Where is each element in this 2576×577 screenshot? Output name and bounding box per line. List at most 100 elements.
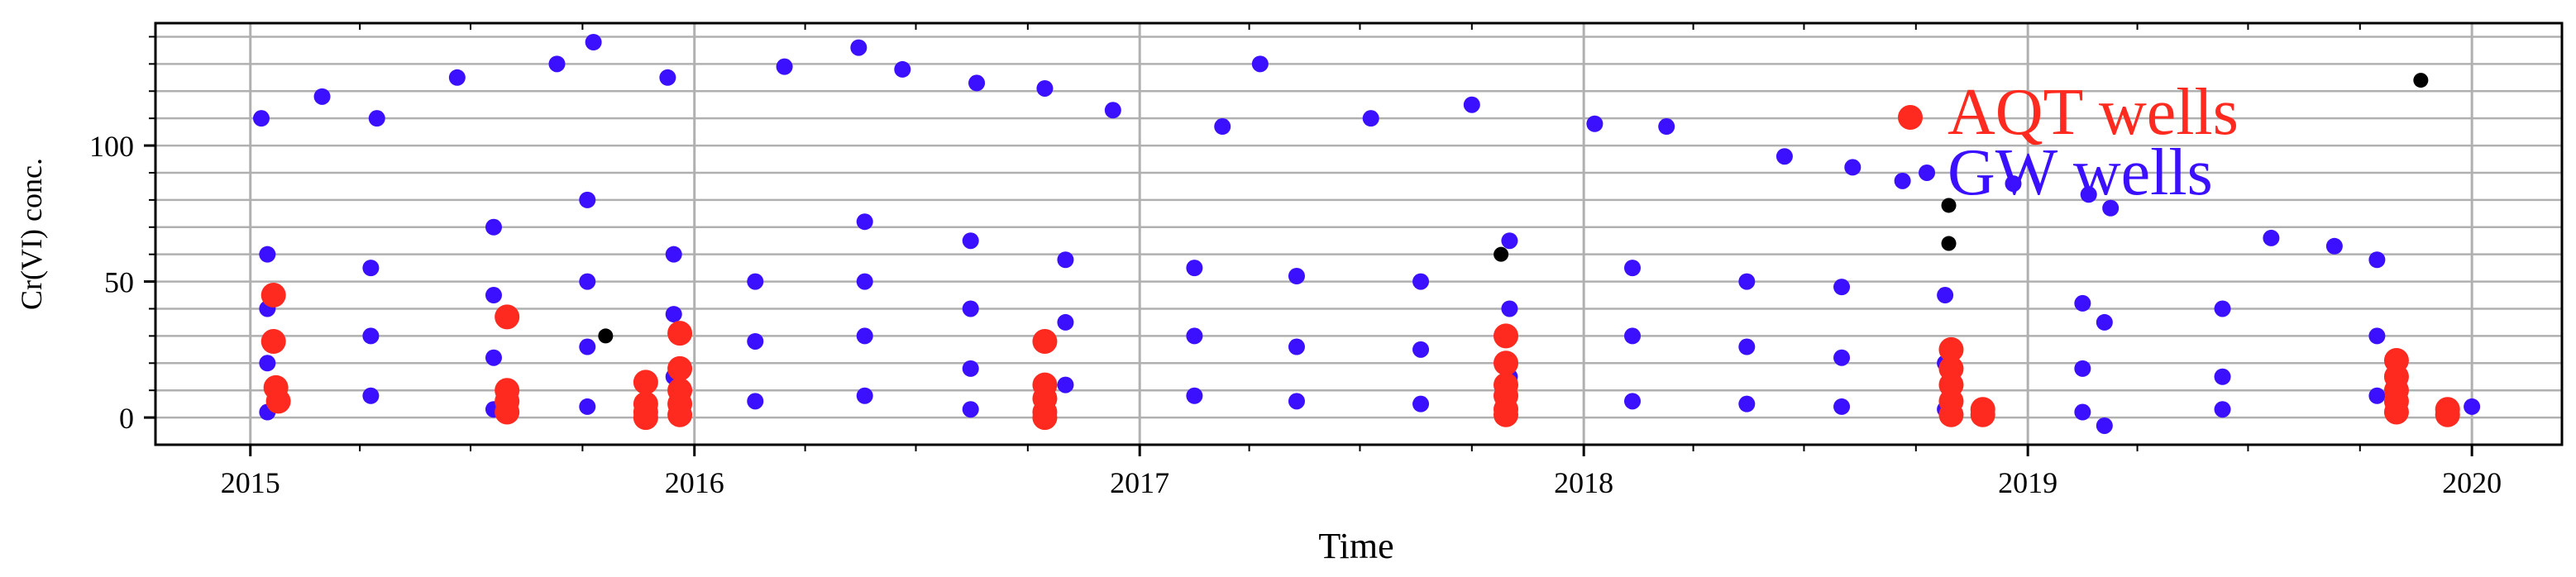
data-point xyxy=(1362,110,1379,127)
data-point xyxy=(579,398,596,415)
data-point xyxy=(1833,398,1851,415)
data-point xyxy=(1032,328,1058,354)
data-point xyxy=(265,389,291,414)
data-point xyxy=(485,349,502,366)
data-point xyxy=(2368,251,2386,269)
data-point xyxy=(2214,368,2231,385)
data-point xyxy=(1738,395,1756,412)
data-point xyxy=(1032,405,1058,431)
data-point xyxy=(1104,102,1121,119)
data-point xyxy=(747,332,764,350)
data-point xyxy=(579,338,596,355)
data-point xyxy=(1288,393,1305,410)
data-point xyxy=(2074,360,2091,377)
legend-label-gw: GW wells xyxy=(1948,136,2213,209)
data-point xyxy=(633,405,658,431)
x-tick-label: 2015 xyxy=(221,466,280,499)
data-point xyxy=(1941,198,1957,213)
data-point xyxy=(665,246,682,263)
data-point xyxy=(1412,395,1430,412)
data-point xyxy=(1833,349,1851,366)
data-point xyxy=(1463,96,1480,113)
data-point xyxy=(2413,73,2429,88)
data-point xyxy=(448,69,466,86)
data-point xyxy=(1186,327,1203,345)
data-point xyxy=(1775,148,1793,165)
data-point xyxy=(495,304,520,330)
data-point xyxy=(1288,338,1305,355)
data-point xyxy=(1501,300,1518,317)
data-point xyxy=(1658,118,1675,136)
data-point xyxy=(485,287,502,304)
data-point xyxy=(2005,175,2022,193)
data-point xyxy=(667,402,693,427)
data-point xyxy=(1494,350,1519,376)
data-point xyxy=(776,58,793,75)
data-point xyxy=(1941,236,1957,251)
data-point xyxy=(1938,336,1964,362)
data-point xyxy=(1036,79,1054,97)
y-tick-label: 0 xyxy=(119,402,134,435)
data-point xyxy=(1412,273,1430,290)
data-point xyxy=(2325,237,2343,255)
data-point xyxy=(579,191,596,208)
data-point xyxy=(259,246,276,263)
data-point xyxy=(2383,399,2409,425)
data-point xyxy=(2096,417,2113,434)
legend-marker-aqt xyxy=(1898,105,1923,130)
x-tick-label: 2016 xyxy=(665,466,724,499)
data-point xyxy=(1057,376,1074,393)
data-point xyxy=(1586,115,1603,132)
data-point xyxy=(968,74,986,92)
x-tick-label: 2018 xyxy=(1554,466,1613,499)
tick-layer: 2015 2016 2017 2018 2019 2020 0 50 100 xyxy=(89,23,2502,499)
data-point xyxy=(747,393,764,410)
data-point xyxy=(252,110,270,127)
data-point xyxy=(962,360,979,377)
data-point xyxy=(2096,313,2113,331)
data-point xyxy=(259,355,276,372)
data-point xyxy=(1624,393,1642,410)
data-point xyxy=(362,260,380,277)
data-point xyxy=(2074,294,2091,312)
data-point xyxy=(2263,229,2280,246)
data-point xyxy=(1494,402,1519,427)
data-point xyxy=(2464,398,2481,415)
data-point xyxy=(485,218,502,236)
data-point xyxy=(665,306,682,323)
y-tick-label: 100 xyxy=(89,130,134,163)
data-point xyxy=(1919,164,1936,181)
data-point xyxy=(260,283,286,308)
y-tick-label: 50 xyxy=(104,266,134,299)
data-point xyxy=(894,60,911,78)
data-point xyxy=(1970,402,1995,427)
data-point xyxy=(548,55,566,73)
data-point xyxy=(1501,232,1518,250)
plot-frame xyxy=(154,21,2564,446)
data-point xyxy=(1938,402,1964,427)
data-point xyxy=(667,321,693,346)
data-point xyxy=(850,39,867,56)
data-point xyxy=(2214,401,2231,418)
data-point xyxy=(1738,338,1756,355)
legend-label-aqt: AQT wells xyxy=(1948,76,2239,149)
data-point xyxy=(1186,260,1203,277)
data-point xyxy=(1894,172,1911,189)
data-point xyxy=(2214,300,2231,317)
data-point xyxy=(1937,287,1954,304)
data-point xyxy=(1186,387,1203,404)
data-point xyxy=(1844,159,1862,176)
data-point xyxy=(1412,341,1430,358)
data-point xyxy=(1251,55,1269,73)
data-point xyxy=(2368,327,2386,345)
data-point xyxy=(2102,199,2120,217)
data-point xyxy=(856,213,873,231)
data-point xyxy=(313,88,331,105)
data-point xyxy=(2080,186,2097,203)
data-point xyxy=(1288,268,1305,284)
data-point xyxy=(495,399,520,425)
data-point xyxy=(1833,279,1851,296)
data-point xyxy=(856,273,873,290)
data-point xyxy=(579,273,596,290)
